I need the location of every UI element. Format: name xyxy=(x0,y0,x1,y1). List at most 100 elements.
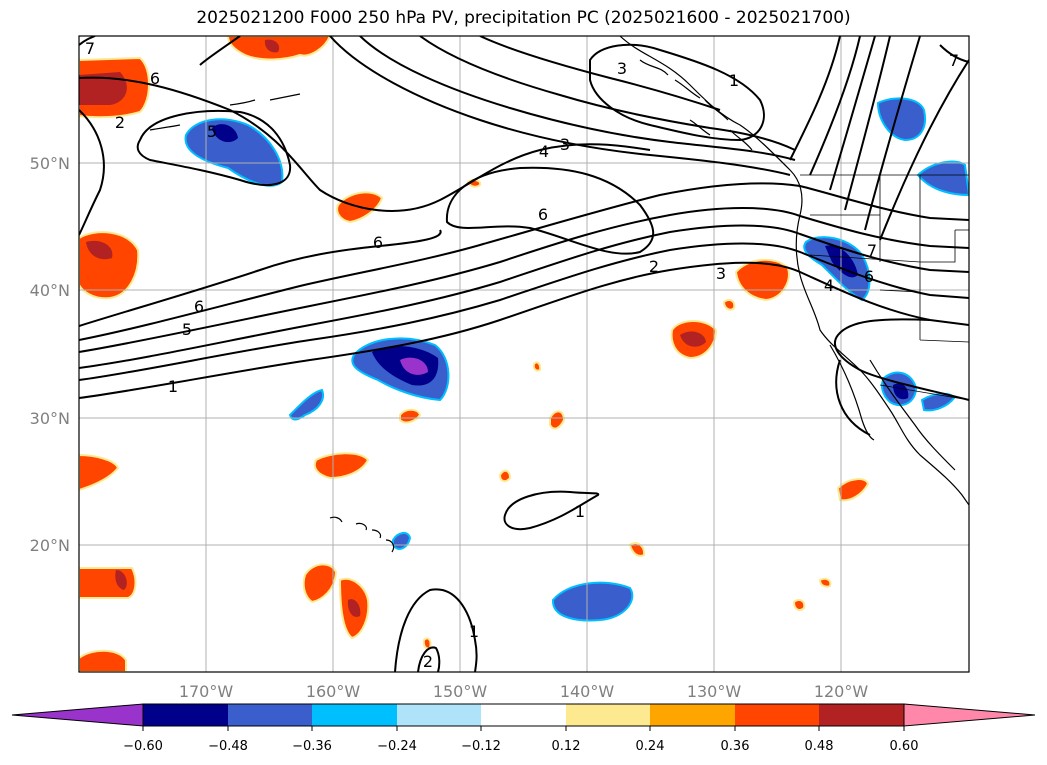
precip-positive-core xyxy=(86,240,113,260)
colorbar-tick-label: 0.36 xyxy=(721,739,750,754)
baja-coastline xyxy=(829,344,875,441)
graticule xyxy=(79,36,969,672)
precip-positive-region xyxy=(818,577,832,588)
precip-negative-core xyxy=(212,124,238,143)
precip-positive-region xyxy=(302,563,338,604)
lon-label-130w: 130°W xyxy=(687,682,742,701)
pv-contour-line xyxy=(479,36,721,111)
pv-contour-closed xyxy=(136,109,292,186)
colorbar-extend-high xyxy=(903,703,1036,727)
pv-contour-line xyxy=(79,109,105,236)
precip-positive-region xyxy=(79,649,127,672)
colorbar-segment xyxy=(650,704,735,726)
colorbar-tick-label: −0.48 xyxy=(208,739,248,754)
us-mexico-border xyxy=(879,384,969,401)
precip-negative-region xyxy=(551,581,634,622)
colorbar-segment xyxy=(312,704,397,726)
pv-label: 3 xyxy=(560,135,570,154)
precip-negative-region xyxy=(876,97,926,142)
pv-label: 6 xyxy=(150,69,160,88)
pv-label: 4 xyxy=(824,276,834,295)
pv-contour-line xyxy=(829,36,876,191)
pv-label: 7 xyxy=(949,51,959,70)
precip-positive-region xyxy=(79,453,120,492)
pv-contour-line xyxy=(79,76,651,212)
precip-negative-peak xyxy=(400,357,428,375)
colorbar-segment xyxy=(819,704,904,726)
pv-label: 3 xyxy=(617,59,627,78)
colorbar-tick-label: 0.48 xyxy=(805,739,834,754)
precip-positive-region xyxy=(498,469,512,483)
colorbar-tick-label: −0.36 xyxy=(292,739,332,754)
precip-positive-core xyxy=(680,331,706,347)
precip-negative-region xyxy=(920,392,956,412)
pv-contour-closed xyxy=(445,166,655,255)
colorbar-segment xyxy=(735,704,819,726)
pv-contour-line xyxy=(417,646,441,672)
colorbar-segment xyxy=(566,704,650,726)
precip-negative-region xyxy=(916,160,969,197)
pv-contour-line xyxy=(79,229,442,327)
hawaiian-islands xyxy=(329,516,395,553)
precip-positive-region xyxy=(549,410,566,430)
pv-label: 6 xyxy=(194,297,204,316)
pv-label: 2 xyxy=(649,257,659,276)
colorbar-tick-label: 0.60 xyxy=(890,739,919,754)
pv-contour-line xyxy=(79,261,969,399)
lon-label-140w: 140°W xyxy=(560,682,615,701)
pv-contour-line xyxy=(359,36,796,161)
pv-label: 2 xyxy=(115,113,125,132)
aleutian-islands xyxy=(149,93,301,131)
pv-contour-line xyxy=(809,36,861,176)
pv-contours xyxy=(79,36,969,672)
pv-label: 4 xyxy=(539,142,549,161)
precip-positive-region xyxy=(399,408,422,424)
colorbar-tick-marks xyxy=(142,726,905,731)
pv-label: 6 xyxy=(864,267,874,286)
pv-contour-line xyxy=(864,36,921,231)
pv-contour-line xyxy=(789,36,841,161)
pv-label: 1 xyxy=(575,502,585,521)
pv-label: 1 xyxy=(168,377,178,396)
pv-contour-line xyxy=(844,36,891,211)
colorbar-segment xyxy=(481,704,566,726)
lon-label-160w: 160°W xyxy=(306,682,361,701)
colorbar-frame xyxy=(142,703,905,727)
pv-contour-line xyxy=(79,182,969,341)
precip-positive-region xyxy=(628,542,646,557)
lat-label-50n: 50°N xyxy=(30,154,70,173)
precip-negative-region xyxy=(288,388,324,421)
pv-label: 5 xyxy=(207,122,217,141)
colorbar-extend-low xyxy=(11,703,144,727)
precip-positive-core xyxy=(264,39,280,53)
pv-contour-line xyxy=(329,36,791,176)
lon-label-150w: 150°W xyxy=(433,682,488,701)
colorbar-tick-label: −0.24 xyxy=(377,739,417,754)
lat-label-20n: 20°N xyxy=(30,536,70,555)
pv-label: 1 xyxy=(729,71,739,90)
pv-contour-labels: 6 5 2 7 6 6 4 3 3 1 7 6 5 1 2 3 7 6 4 1 xyxy=(85,39,959,671)
map-frame xyxy=(78,35,970,673)
colorbar-tick-label: −0.12 xyxy=(461,739,501,754)
map-title: 2025021200 F000 250 hPa PV, precipitatio… xyxy=(196,8,851,28)
colorbar-segment xyxy=(143,704,228,726)
precip-positive-region xyxy=(313,452,370,480)
colorbar-segment xyxy=(228,704,312,726)
pv-label: 7 xyxy=(85,39,95,58)
pv-label: 2 xyxy=(423,652,433,671)
pv-contour-closed xyxy=(503,490,600,531)
precip-negative-core xyxy=(893,383,909,400)
pv-contour-line xyxy=(199,36,241,66)
lat-label-40n: 40°N xyxy=(30,281,70,300)
colorbar: −0.60 −0.48 −0.36 −0.24 −0.12 0.12 0.24 … xyxy=(11,703,1036,754)
lat-label-30n: 30°N xyxy=(30,409,70,428)
precip-positive-core xyxy=(79,72,127,105)
longitude-labels: 170°W 160°W 150°W 140°W 130°W 120°W xyxy=(179,682,869,701)
precip-positive-region xyxy=(532,361,542,372)
pv-contour-line xyxy=(79,207,969,353)
precip-positive-core xyxy=(347,599,361,617)
pv-contour-line xyxy=(79,242,969,381)
colorbar-tick-label: 0.24 xyxy=(636,739,665,754)
pv-contour-line xyxy=(833,318,969,401)
